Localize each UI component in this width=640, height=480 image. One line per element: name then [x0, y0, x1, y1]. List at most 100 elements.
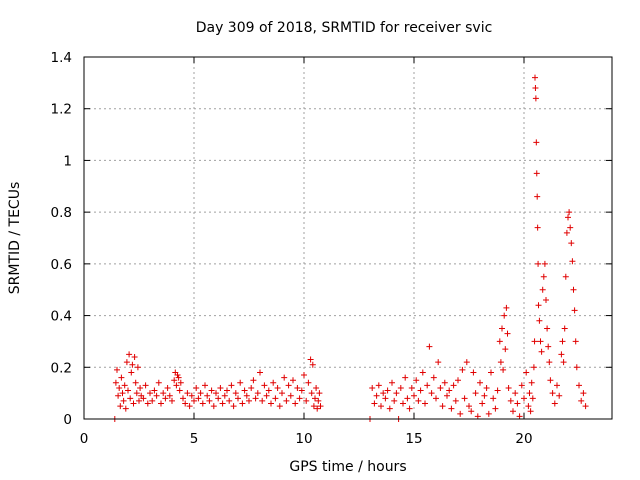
data-point — [136, 397, 142, 404]
data-point — [301, 372, 307, 379]
data-point — [556, 392, 563, 399]
data-point — [551, 400, 558, 407]
data-point — [371, 400, 378, 407]
data-point — [582, 403, 589, 410]
data-point — [296, 395, 303, 402]
data-point — [530, 364, 537, 371]
data-point — [389, 379, 395, 386]
data-point — [470, 369, 477, 376]
data-point — [570, 286, 577, 293]
data-point — [481, 392, 488, 399]
data-point — [512, 390, 519, 397]
data-point — [140, 395, 147, 402]
data-point — [115, 392, 122, 399]
data-point — [580, 390, 587, 397]
data-point — [497, 359, 504, 366]
data-point — [386, 405, 393, 412]
data-point — [567, 224, 574, 231]
data-point — [281, 374, 288, 381]
data-point — [175, 374, 182, 381]
data-point — [119, 390, 126, 397]
data-point — [485, 410, 492, 417]
data-point — [549, 390, 556, 397]
data-point — [532, 95, 539, 102]
data-point — [118, 374, 125, 381]
data-point — [265, 387, 272, 394]
grid-lines — [84, 57, 612, 419]
data-point — [563, 229, 570, 236]
data-point — [164, 384, 171, 391]
data-point — [568, 240, 575, 247]
data-point — [252, 395, 259, 402]
data-point — [400, 400, 406, 407]
data-point — [206, 397, 213, 404]
data-point — [526, 390, 533, 397]
y-tick-label: 1.2 — [51, 102, 72, 118]
data-point — [117, 403, 124, 410]
data-point — [121, 382, 128, 389]
data-point — [534, 193, 541, 200]
data-point — [507, 397, 514, 404]
data-point — [499, 325, 505, 332]
data-point — [112, 379, 119, 386]
data-point — [531, 338, 538, 345]
data-point — [224, 387, 230, 394]
data-point — [459, 366, 466, 373]
data-point — [120, 397, 127, 404]
data-point — [215, 395, 222, 402]
data-point — [560, 359, 567, 366]
data-point — [535, 260, 542, 267]
data-point — [160, 390, 167, 397]
data-point — [314, 405, 321, 412]
data-point — [562, 273, 569, 280]
data-point — [466, 403, 472, 410]
data-point — [419, 369, 426, 376]
data-point — [488, 369, 494, 376]
data-point — [171, 377, 178, 384]
data-point — [439, 403, 446, 410]
data-point — [116, 384, 123, 391]
data-point — [518, 382, 525, 389]
plot-frame — [83, 56, 613, 420]
data-point — [534, 224, 541, 231]
data-point — [543, 297, 549, 304]
data-point — [430, 374, 437, 381]
data-point — [417, 387, 424, 394]
data-point — [114, 366, 120, 373]
data-point — [424, 382, 431, 389]
data-point — [446, 387, 453, 394]
data-point — [142, 382, 149, 389]
x-tick-labels: 0 5 10 15 20 — [80, 431, 533, 447]
data-point — [232, 390, 239, 397]
data-point — [545, 343, 552, 350]
data-point — [539, 286, 546, 293]
data-point — [303, 397, 310, 404]
data-point — [241, 387, 248, 394]
data-point — [502, 346, 509, 353]
data-point — [316, 390, 323, 397]
data-point — [441, 379, 448, 386]
data-point — [510, 408, 516, 415]
data-point — [208, 387, 215, 394]
data-point — [294, 384, 301, 391]
data-point — [547, 377, 554, 384]
data-point — [391, 397, 398, 404]
data-point — [195, 395, 202, 402]
data-point — [536, 317, 543, 324]
data-point — [270, 379, 277, 386]
data-point — [565, 214, 571, 221]
data-point — [250, 377, 257, 384]
data-point — [199, 400, 206, 407]
data-point — [228, 382, 235, 389]
data-point — [230, 403, 237, 410]
data-point — [188, 392, 195, 399]
data-point — [132, 379, 139, 386]
data-point — [226, 397, 233, 404]
data-point — [503, 304, 510, 311]
data-point — [204, 392, 211, 399]
data-point — [448, 405, 455, 412]
data-point — [182, 400, 189, 407]
data-point — [435, 359, 442, 366]
data-point — [144, 400, 151, 407]
